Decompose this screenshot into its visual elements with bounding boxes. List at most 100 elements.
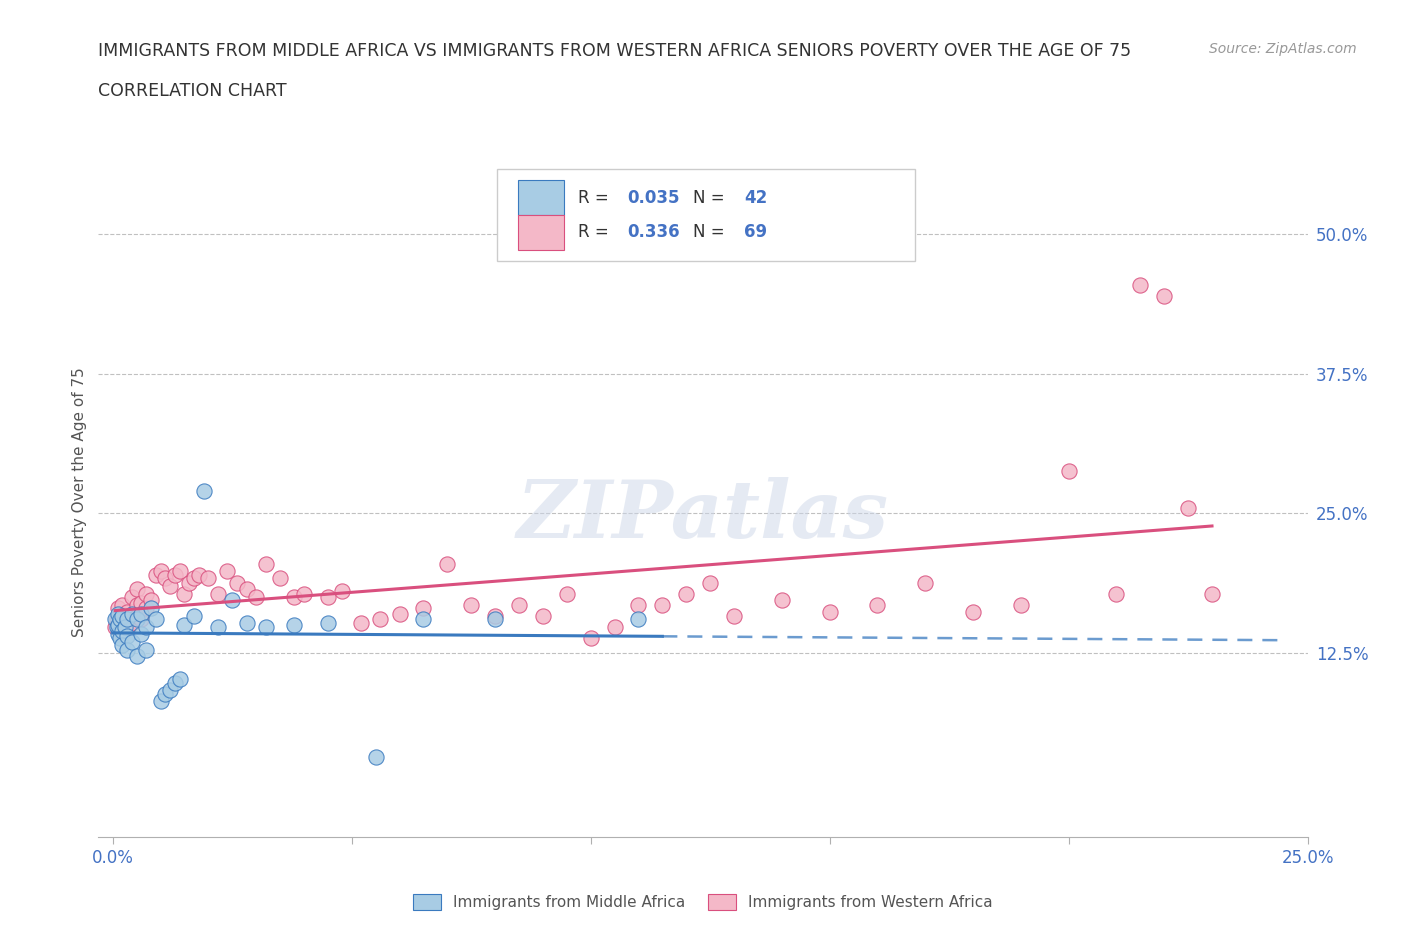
Point	[226, 575, 249, 590]
Point	[121, 606, 143, 621]
Text: N =: N =	[693, 223, 730, 242]
Point	[627, 612, 650, 627]
Point	[159, 578, 181, 593]
Text: 69: 69	[744, 223, 768, 242]
Point	[962, 604, 984, 619]
Point	[115, 642, 138, 657]
Point	[699, 575, 721, 590]
Point	[121, 590, 143, 604]
Point	[579, 631, 602, 645]
Point	[115, 604, 138, 619]
Point	[163, 675, 186, 690]
Point	[131, 612, 153, 627]
Point	[149, 694, 172, 709]
Text: R =: R =	[578, 189, 614, 206]
Point	[183, 608, 205, 623]
Point	[914, 575, 936, 590]
Point	[108, 612, 131, 627]
Point	[131, 595, 153, 610]
Point	[125, 608, 148, 623]
Point	[125, 582, 148, 597]
Point	[131, 627, 153, 642]
Text: 0.336: 0.336	[627, 223, 679, 242]
Point	[484, 608, 506, 623]
Bar	[517, 180, 564, 215]
Point	[330, 584, 353, 599]
Point	[107, 601, 129, 616]
Point	[364, 750, 387, 764]
Point	[155, 686, 177, 701]
Text: CORRELATION CHART: CORRELATION CHART	[98, 82, 287, 100]
Point	[460, 597, 482, 612]
Point	[193, 484, 215, 498]
Point	[125, 612, 148, 627]
Point	[111, 608, 134, 623]
Point	[104, 619, 127, 634]
Point	[135, 601, 157, 616]
Point	[723, 608, 745, 623]
Point	[108, 608, 131, 623]
Point	[115, 619, 138, 634]
Point	[107, 606, 129, 621]
Point	[651, 597, 673, 612]
Point	[111, 638, 134, 653]
Point	[104, 612, 127, 627]
Point	[283, 590, 305, 604]
Point	[155, 571, 177, 586]
Point	[163, 567, 186, 582]
Point	[207, 586, 229, 601]
Point	[818, 604, 841, 619]
Point	[603, 619, 626, 634]
Point	[283, 618, 305, 632]
Point	[217, 564, 239, 578]
Point	[221, 593, 243, 608]
Point	[245, 590, 267, 604]
Point	[115, 612, 138, 627]
Point	[125, 597, 148, 612]
Point	[1201, 586, 1223, 601]
Point	[131, 606, 153, 621]
Point	[159, 683, 181, 698]
Point	[316, 590, 339, 604]
Point	[292, 586, 315, 601]
Point	[125, 649, 148, 664]
Point	[370, 612, 392, 627]
Point	[108, 631, 131, 645]
Point	[105, 612, 128, 627]
Bar	[517, 215, 564, 250]
Point	[269, 571, 291, 586]
Point	[388, 606, 411, 621]
Point	[412, 601, 434, 616]
Point	[115, 629, 138, 644]
Point	[254, 556, 277, 571]
Point	[235, 616, 257, 631]
Point	[183, 571, 205, 586]
Point	[1057, 463, 1080, 478]
Point	[197, 571, 219, 586]
Point	[555, 586, 578, 601]
Point	[105, 619, 128, 634]
Y-axis label: Seniors Poverty Over the Age of 75: Seniors Poverty Over the Age of 75	[72, 367, 87, 637]
Text: ZIPatlas: ZIPatlas	[517, 477, 889, 554]
Point	[111, 627, 134, 642]
Point	[145, 567, 167, 582]
Text: IMMIGRANTS FROM MIDDLE AFRICA VS IMMIGRANTS FROM WESTERN AFRICA SENIORS POVERTY : IMMIGRANTS FROM MIDDLE AFRICA VS IMMIGRA…	[98, 42, 1132, 60]
Point	[1153, 288, 1175, 303]
Point	[254, 619, 277, 634]
Point	[1105, 586, 1128, 601]
Point	[114, 619, 136, 634]
Point	[207, 619, 229, 634]
Legend: Immigrants from Middle Africa, Immigrants from Western Africa: Immigrants from Middle Africa, Immigrant…	[408, 888, 998, 916]
Point	[135, 619, 157, 634]
Text: Source: ZipAtlas.com: Source: ZipAtlas.com	[1209, 42, 1357, 56]
Point	[316, 616, 339, 631]
Point	[139, 593, 162, 608]
Point	[111, 623, 134, 638]
Text: N =: N =	[693, 189, 730, 206]
Point	[121, 616, 143, 631]
Text: 0.035: 0.035	[627, 189, 679, 206]
Point	[675, 586, 697, 601]
Point	[179, 575, 201, 590]
Point	[187, 567, 209, 582]
Point	[770, 593, 793, 608]
